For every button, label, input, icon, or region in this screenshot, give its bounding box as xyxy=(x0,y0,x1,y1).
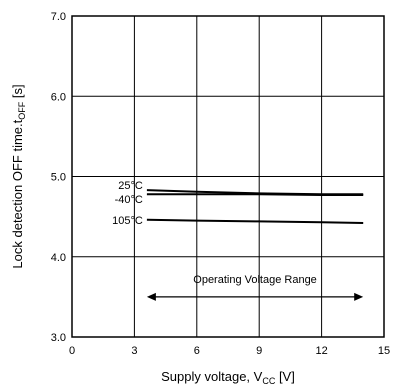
x-tick-label: 15 xyxy=(378,345,390,357)
range-arrow-head-right xyxy=(354,292,364,301)
plot-frame xyxy=(71,15,385,338)
range-annotation-text: Operating Voltage Range xyxy=(193,274,317,286)
y-tick-label: 5.0 xyxy=(51,172,66,184)
y-tick-label: 7.0 xyxy=(51,11,66,23)
x-axis-label: Supply voltage, VCC [V] xyxy=(161,369,295,386)
x-tick-label: 0 xyxy=(69,345,75,357)
range-arrow-head-left xyxy=(146,292,156,301)
x-tick-label: 9 xyxy=(256,345,262,357)
series-line xyxy=(146,218,364,224)
series-label: 105°C xyxy=(112,215,143,227)
annotation-layer xyxy=(146,292,364,301)
x-tick-label: 3 xyxy=(131,345,137,357)
x-tick-label: 6 xyxy=(194,345,200,357)
labels-layer: 25°C -40°C 105°C Operating Voltage Range 0 3 6… xyxy=(10,11,390,386)
y-tick-label: 6.0 xyxy=(51,91,66,103)
series-label: -40°C xyxy=(115,194,143,206)
grid-layer xyxy=(71,15,385,338)
x-tick-label: 12 xyxy=(315,345,327,357)
y-tick-label: 4.0 xyxy=(51,252,66,264)
series-line xyxy=(146,193,364,196)
y-axis-label: Lock detection OFF time.tOFF [s] xyxy=(10,84,27,268)
series-layer xyxy=(146,189,364,224)
y-tick-label: 3.0 xyxy=(51,332,66,344)
series-label: 25°C xyxy=(118,180,143,192)
